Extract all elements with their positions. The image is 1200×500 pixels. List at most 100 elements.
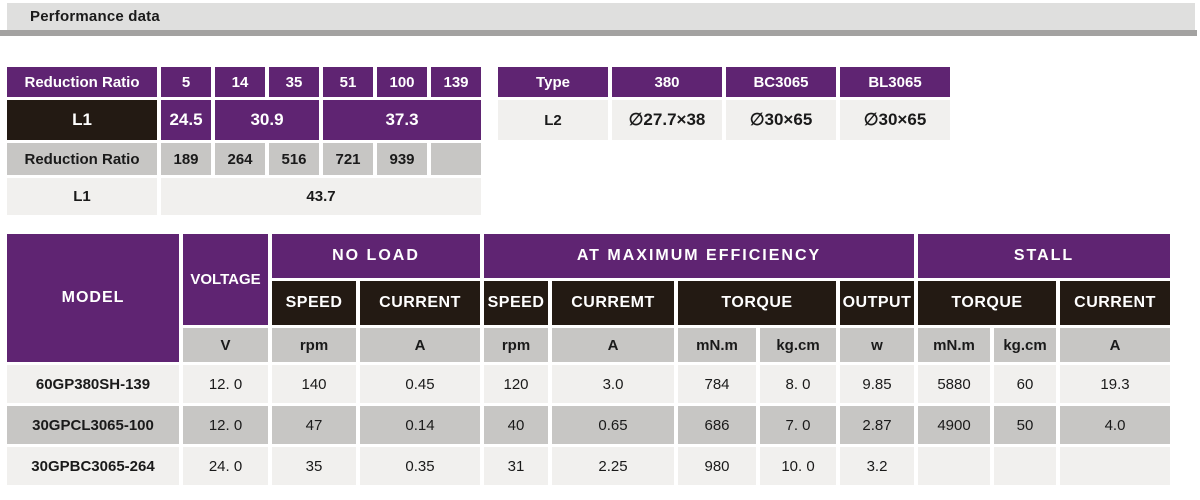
reduction-ratio-table: Reduction Ratio 5 14 35 51 100 139 L1 24… [3,64,485,218]
value-cell: 140 [272,365,356,403]
subheader-current: CURREMT [552,281,674,325]
value-cell: 10. 0 [760,447,836,485]
value-cell: 7. 0 [760,406,836,444]
l1-value: 43.7 [161,178,481,215]
l1-value: 30.9 [215,100,319,140]
value-cell: 3.2 [840,447,914,485]
l2-row: L2 ∅27.7×38 ∅30×65 ∅30×65 [498,100,950,140]
value-cell [918,447,990,485]
ratio-value: 189 [161,143,211,175]
l2-dimension: ∅27.7×38 [612,100,722,140]
l2-dimension: ∅30×65 [840,100,950,140]
subheader-speed: SPEED [484,281,548,325]
subheader-current: CURRENT [360,281,480,325]
ratio-value: 264 [215,143,265,175]
unit-volts: V [183,328,268,362]
ratio-value: 139 [431,67,481,97]
subheader-current: CURRENT [1060,281,1170,325]
reduction-ratio-header-row: Reduction Ratio 5 14 35 51 100 139 [7,67,481,97]
l1-value: 24.5 [161,100,211,140]
row-label: Reduction Ratio [7,143,157,175]
empty-cell [431,143,481,175]
table-row: 30GPCL3065-100 12. 0 47 0.14 40 0.65 686… [7,406,1170,444]
ratio-value: 5 [161,67,211,97]
value-cell: 31 [484,447,548,485]
unit-rpm: rpm [272,328,356,362]
value-cell: 8. 0 [760,365,836,403]
value-cell: 12. 0 [183,406,268,444]
value-cell: 35 [272,447,356,485]
l1-row-2: L1 43.7 [7,178,481,215]
value-cell: 2.87 [840,406,914,444]
value-cell [1060,447,1170,485]
model-column-header: MODEL [7,234,179,362]
subheader-torque: TORQUE [678,281,836,325]
value-cell: 4.0 [1060,406,1170,444]
value-cell: 784 [678,365,756,403]
ratio-value: 14 [215,67,265,97]
row-label: L1 [7,100,157,140]
type-header-row: Type 380 BC3065 BL3065 [498,67,950,97]
page-title: Performance data [30,8,160,25]
type-value: BC3065 [726,67,836,97]
group-header-max-efficiency: AT MAXIMUM EFFICIENCY [484,234,914,278]
performance-table: MODEL VOLTAGE NO LOAD AT MAXIMUM EFFICIE… [3,231,1174,488]
l1-row: L1 24.5 30.9 37.3 [7,100,481,140]
value-cell: 980 [678,447,756,485]
ratio-value: 721 [323,143,373,175]
l2-dimension: ∅30×65 [726,100,836,140]
ratio-value: 35 [269,67,319,97]
value-cell: 120 [484,365,548,403]
value-cell: 0.65 [552,406,674,444]
value-cell [994,447,1056,485]
model-name: 30GPBC3065-264 [7,447,179,485]
subheader-output: OUTPUT [840,281,914,325]
value-cell: 0.14 [360,406,480,444]
ratio-value: 51 [323,67,373,97]
section-header-bar: Performance data [7,3,1195,30]
subheader-speed: SPEED [272,281,356,325]
value-cell: 3.0 [552,365,674,403]
voltage-column-header: VOLTAGE [183,234,268,325]
value-cell: 9.85 [840,365,914,403]
table-row: 30GPBC3065-264 24. 0 35 0.35 31 2.25 980… [7,447,1170,485]
unit-row: V rpm A rpm A mN.m kg.cm w mN.m kg.cm A [7,328,1170,362]
row-label: L1 [7,178,157,215]
type-value: 380 [612,67,722,97]
value-cell: 12. 0 [183,365,268,403]
section-header-underline [0,30,1197,36]
table-row: 60GP380SH-139 12. 0 140 0.45 120 3.0 784… [7,365,1170,403]
value-cell: 60 [994,365,1056,403]
value-cell: 686 [678,406,756,444]
ratio-value: 100 [377,67,427,97]
group-header-row: MODEL VOLTAGE NO LOAD AT MAXIMUM EFFICIE… [7,234,1170,362]
value-cell: 50 [994,406,1056,444]
unit-rpm: rpm [484,328,548,362]
unit-kgcm: kg.cm [994,328,1056,362]
unit-kgcm: kg.cm [760,328,836,362]
type-value: BL3065 [840,67,950,97]
motor-type-table: Type 380 BC3065 BL3065 L2 ∅27.7×38 ∅30×6… [494,64,954,143]
row-label: Reduction Ratio [7,67,157,97]
ratio-value: 939 [377,143,427,175]
value-cell: 0.45 [360,365,480,403]
ratio-value: 516 [269,143,319,175]
model-name: 60GP380SH-139 [7,365,179,403]
unit-mnm: mN.m [918,328,990,362]
value-cell: 5880 [918,365,990,403]
row-label: L2 [498,100,608,140]
unit-amps: A [1060,328,1170,362]
row-label: Type [498,67,608,97]
group-header-no-load: NO LOAD [272,234,480,278]
unit-mnm: mN.m [678,328,756,362]
subheader-row: SPEED CURRENT SPEED CURREMT TORQUE OUTPU… [7,281,1170,325]
value-cell: 2.25 [552,447,674,485]
subheader-torque: TORQUE [918,281,1056,325]
value-cell: 24. 0 [183,447,268,485]
reduction-ratio-header-row-2: Reduction Ratio 189 264 516 721 939 [7,143,481,175]
unit-amps: A [552,328,674,362]
value-cell: 40 [484,406,548,444]
model-name: 30GPCL3065-100 [7,406,179,444]
value-cell: 0.35 [360,447,480,485]
unit-watts: w [840,328,914,362]
